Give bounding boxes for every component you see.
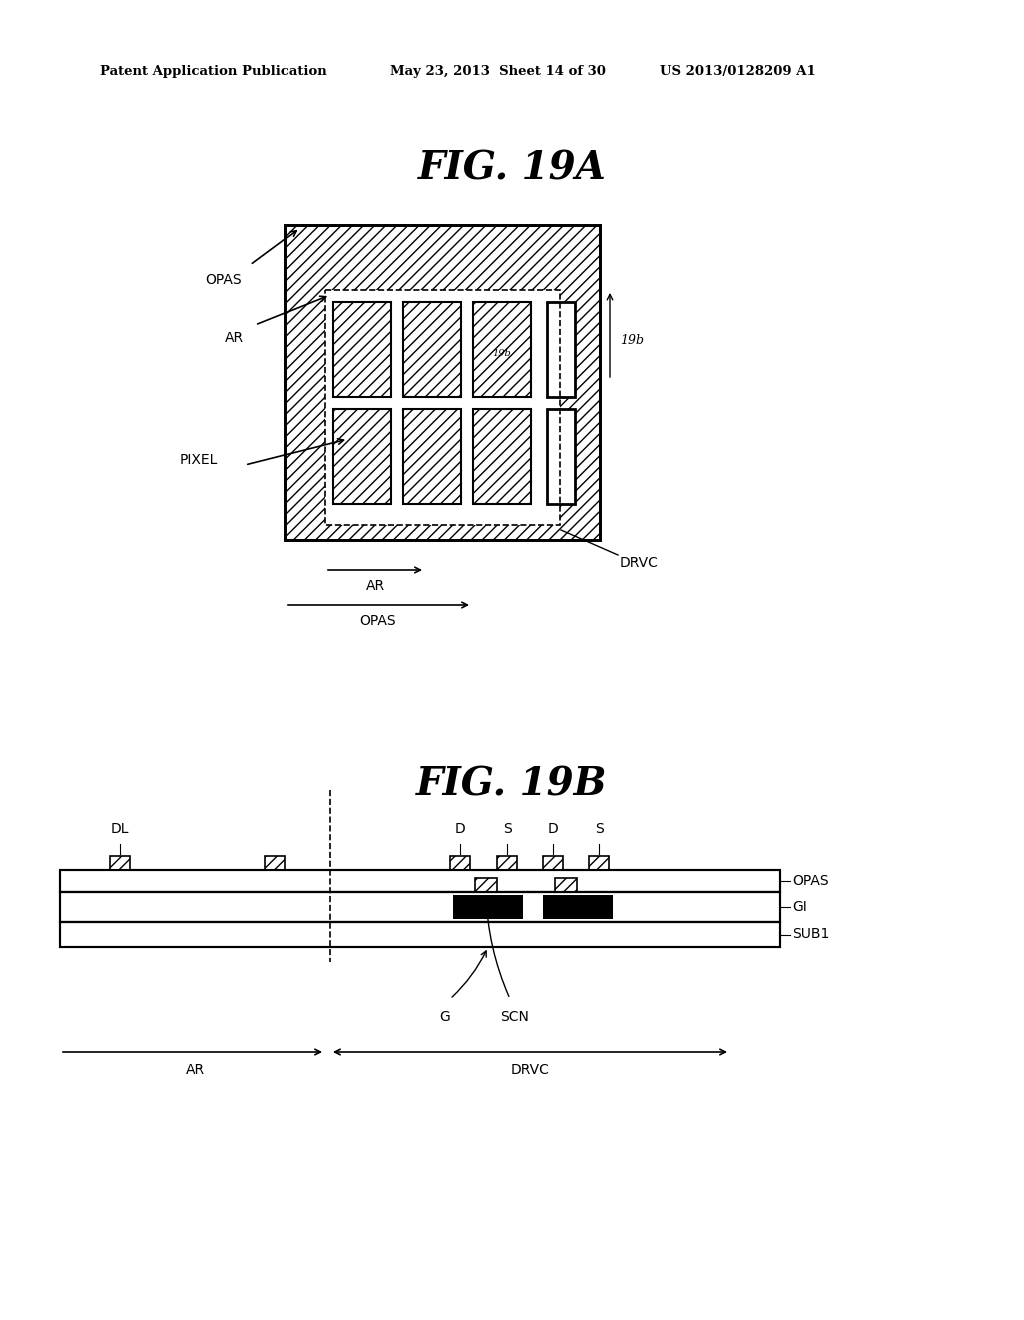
Bar — [60, 921, 780, 946]
Text: OPAS: OPAS — [205, 273, 242, 286]
Bar — [60, 870, 780, 892]
Text: AR: AR — [225, 331, 244, 345]
Bar — [325, 290, 560, 525]
Bar — [473, 409, 531, 504]
Text: G: G — [439, 1010, 451, 1024]
Text: DRVC: DRVC — [620, 556, 658, 570]
Text: GI: GI — [792, 900, 807, 913]
Bar — [403, 302, 461, 397]
Bar — [589, 855, 609, 870]
Text: US 2013/0128209 A1: US 2013/0128209 A1 — [660, 66, 816, 78]
Bar — [473, 302, 531, 397]
Bar — [555, 878, 577, 892]
Bar — [285, 224, 600, 540]
Bar — [497, 855, 517, 870]
Text: PIXEL: PIXEL — [180, 453, 218, 467]
Text: AR: AR — [366, 579, 385, 593]
Text: D: D — [455, 822, 465, 836]
Text: SCN: SCN — [501, 1010, 529, 1024]
Bar — [543, 855, 563, 870]
Bar — [265, 855, 285, 870]
Text: 19b: 19b — [493, 350, 511, 359]
Bar — [475, 878, 497, 892]
Text: OPAS: OPAS — [792, 874, 828, 888]
Bar — [547, 302, 575, 397]
Bar — [403, 409, 461, 504]
Bar — [285, 224, 600, 540]
Bar — [453, 895, 523, 919]
Text: DL: DL — [111, 822, 129, 836]
Text: OPAS: OPAS — [359, 614, 396, 628]
Bar — [450, 855, 470, 870]
Bar — [333, 409, 391, 504]
Bar — [325, 290, 560, 525]
Text: May 23, 2013  Sheet 14 of 30: May 23, 2013 Sheet 14 of 30 — [390, 66, 606, 78]
Bar — [285, 224, 600, 540]
Text: 19b: 19b — [620, 334, 644, 346]
Text: DRVC: DRVC — [511, 1063, 550, 1077]
Text: S: S — [503, 822, 511, 836]
Text: FIG. 19A: FIG. 19A — [418, 149, 606, 187]
Bar — [60, 892, 780, 921]
Bar — [60, 870, 780, 892]
Text: SUB1: SUB1 — [792, 928, 829, 941]
Bar — [60, 921, 780, 946]
Bar — [543, 895, 613, 919]
Bar — [60, 892, 780, 921]
Text: D: D — [548, 822, 558, 836]
Bar — [547, 409, 575, 504]
Text: FIG. 19B: FIG. 19B — [416, 766, 608, 804]
Bar — [110, 855, 130, 870]
Bar — [333, 302, 391, 397]
Text: Patent Application Publication: Patent Application Publication — [100, 66, 327, 78]
Text: AR: AR — [185, 1063, 205, 1077]
Text: S: S — [595, 822, 603, 836]
